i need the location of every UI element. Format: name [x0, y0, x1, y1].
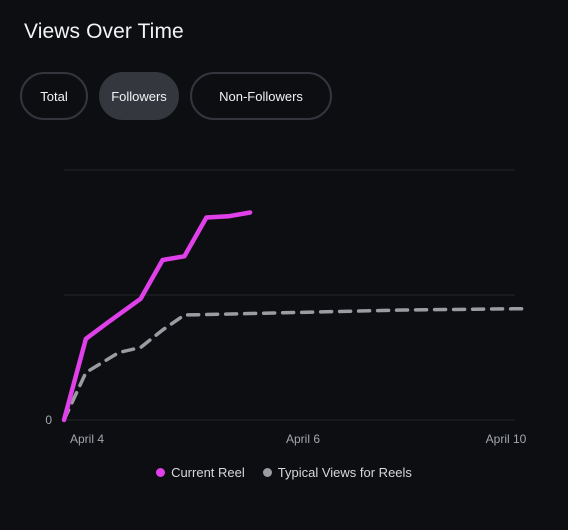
tab-total[interactable]: Total [20, 72, 88, 120]
legend-item-current-reel: Current Reel [156, 465, 245, 480]
legend-label: Current Reel [171, 465, 245, 480]
series-line-typical-views [62, 307, 529, 422]
legend-dot-icon [156, 468, 166, 477]
legend-dot-icon [262, 468, 272, 477]
tab-followers[interactable]: Followers [99, 72, 179, 120]
chart-title: Views Over Time [24, 20, 184, 43]
audience-filter-tabs: Total Followers Non-Followers [20, 72, 332, 120]
x-tick-label: April 6 [286, 432, 320, 446]
series-line-current-reel [61, 210, 253, 423]
tab-non-followers[interactable]: Non-Followers [190, 72, 332, 120]
x-tick-label: April 10 [486, 432, 527, 446]
y-tick-label: 0 [45, 413, 52, 427]
chart-legend: Current Reel Typical Views for Reels [0, 465, 568, 480]
views-line-chart: 0 April 4 April 6 April 10 [45, 169, 529, 446]
legend-label: Typical Views for Reels [277, 465, 412, 480]
x-tick-label: April 4 [70, 432, 104, 446]
legend-item-typical-views: Typical Views for Reels [262, 465, 412, 480]
